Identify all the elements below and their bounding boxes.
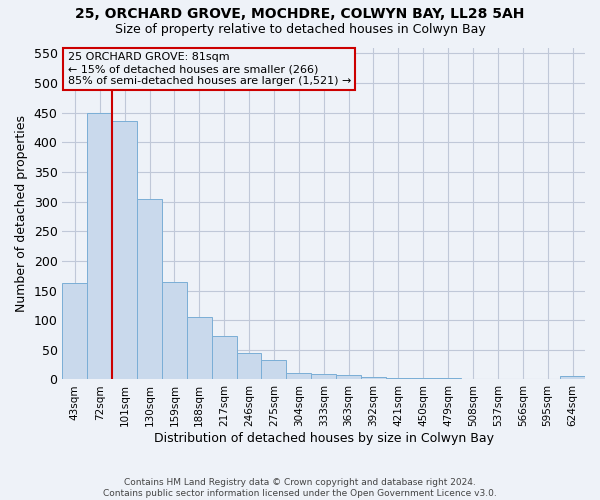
Text: 25, ORCHARD GROVE, MOCHDRE, COLWYN BAY, LL28 5AH: 25, ORCHARD GROVE, MOCHDRE, COLWYN BAY, … (76, 8, 524, 22)
Bar (485, 379, 511, 380)
Bar (162, 282, 187, 380)
Bar (511, 379, 535, 380)
Text: 25 ORCHARD GROVE: 81sqm
← 15% of detached houses are smaller (266)
85% of semi-d: 25 ORCHARD GROVE: 81sqm ← 15% of detache… (68, 52, 351, 86)
Bar (461, 379, 485, 380)
Bar (386, 378, 411, 380)
Bar (112, 121, 137, 380)
Bar (361, 377, 386, 380)
Bar (436, 378, 461, 380)
Bar (286, 373, 311, 380)
Bar (212, 336, 236, 380)
X-axis label: Distribution of detached houses by size in Colwyn Bay: Distribution of detached houses by size … (154, 432, 494, 445)
Bar (411, 378, 436, 380)
Bar (62, 283, 88, 380)
Bar (187, 316, 212, 380)
Text: Size of property relative to detached houses in Colwyn Bay: Size of property relative to detached ho… (115, 22, 485, 36)
Bar (311, 374, 336, 380)
Bar (137, 198, 162, 380)
Text: Contains HM Land Registry data © Crown copyright and database right 2024.
Contai: Contains HM Land Registry data © Crown c… (103, 478, 497, 498)
Bar (336, 374, 361, 380)
Bar (88, 112, 112, 380)
Y-axis label: Number of detached properties: Number of detached properties (15, 115, 28, 312)
Bar (560, 376, 585, 380)
Bar (236, 353, 262, 380)
Bar (262, 360, 286, 380)
